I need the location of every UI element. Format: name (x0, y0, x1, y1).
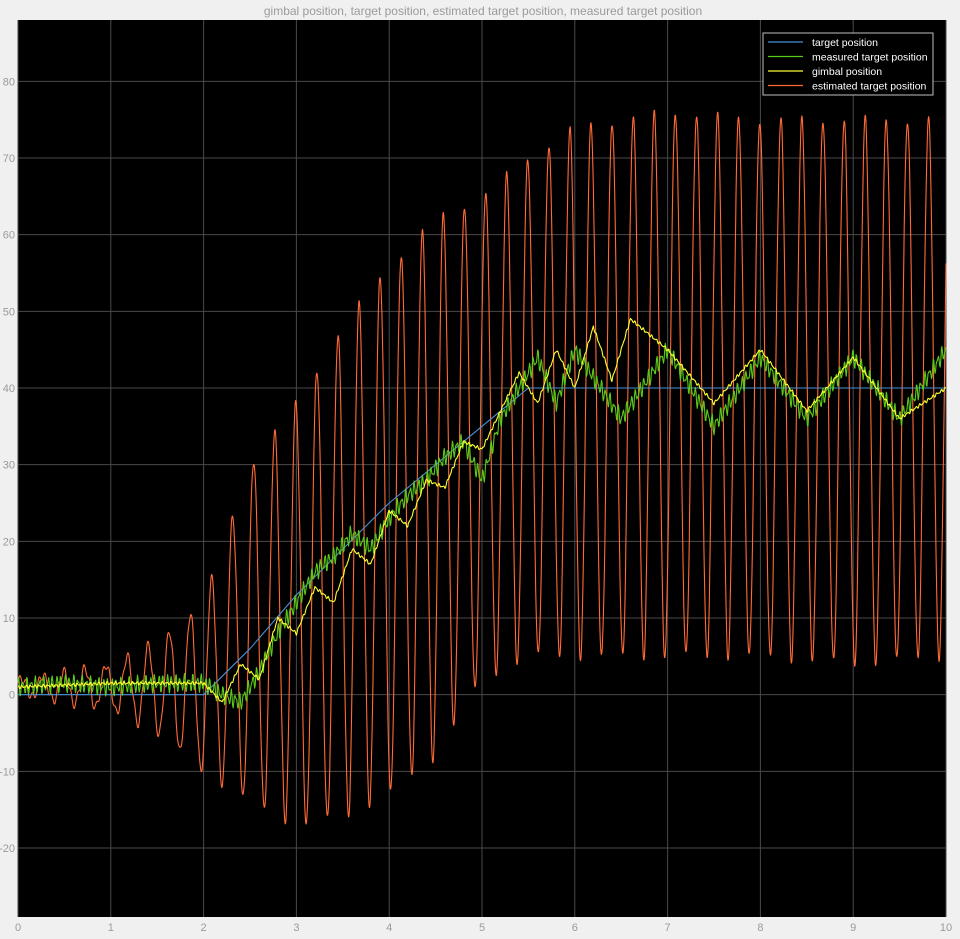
y-tick-label: 60 (3, 230, 15, 242)
y-tick-label: 50 (3, 306, 15, 318)
x-tick-label: 10 (940, 922, 952, 934)
y-tick-label: 10 (3, 613, 15, 625)
x-axis-ticks: 0 1 2 3 4 5 6 7 8 9 10 (15, 922, 952, 934)
chart-title: gimbal position, target position, estima… (264, 4, 702, 18)
legend-entry: target position (812, 37, 878, 49)
legend-box (762, 32, 934, 96)
y-tick-label: -10 (0, 766, 15, 778)
x-tick-label: 0 (15, 922, 21, 934)
legend-entry: gimbal position (812, 66, 882, 78)
x-tick-label: 6 (572, 922, 578, 934)
legend-entry: estimated target position (812, 81, 927, 93)
x-tick-label: 3 (293, 922, 299, 934)
x-tick-label: 4 (386, 922, 392, 934)
x-tick-label: 2 (201, 922, 207, 934)
y-tick-label: 30 (3, 460, 15, 472)
x-tick-label: 7 (665, 922, 671, 934)
y-axis-ticks: -20 -10 0 10 20 30 40 50 60 70 80 (0, 76, 15, 855)
y-tick-label: 70 (3, 153, 15, 165)
series-group (17, 109, 947, 825)
legend-entry: measured target position (812, 52, 928, 64)
y-tick-label: 0 (9, 690, 15, 702)
y-tick-label: 40 (3, 383, 15, 395)
x-tick-label: 9 (850, 922, 856, 934)
x-tick-label: 1 (108, 922, 114, 934)
y-tick-label: 80 (3, 76, 15, 88)
x-tick-label: 8 (757, 922, 763, 934)
x-tick-label: 5 (479, 922, 485, 934)
y-tick-label: 20 (3, 536, 15, 548)
series-line-gimbal-position (18, 317, 946, 703)
legend[interactable]: target position measured target position g… (762, 32, 934, 96)
y-tick-label: -20 (0, 843, 15, 855)
series-line-estimated-target-position (17, 109, 947, 825)
